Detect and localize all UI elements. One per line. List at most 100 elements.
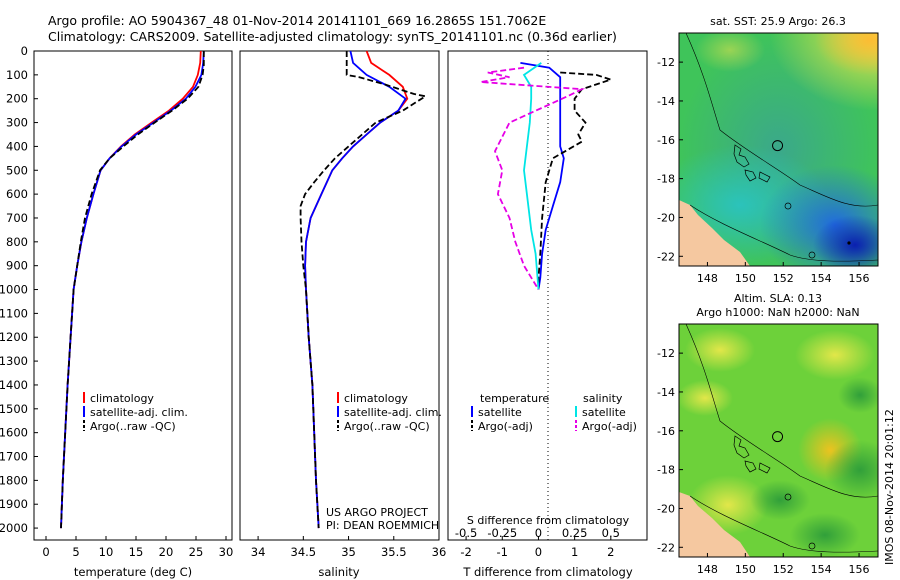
s-tick-label: 0.5 — [602, 526, 620, 540]
x-tick-label: 0 — [535, 545, 542, 559]
map-x-tick-label: 152 — [773, 563, 794, 576]
series-argo-raw-qc- — [299, 51, 428, 529]
y-tick-label: 100 — [6, 68, 28, 82]
map-y-tick-label: -16 — [657, 134, 675, 147]
map-x-tick-label: 150 — [735, 272, 756, 285]
x-tick-label: 20 — [159, 545, 174, 559]
x-tick-label: -1 — [497, 545, 508, 559]
temperature-axis-label: temperature (deg C) — [74, 565, 192, 579]
legend-satellite-adj: satellite-adj. clim. — [344, 406, 442, 419]
x-tick-label: 1 — [571, 545, 578, 559]
s-tick-label: 0 — [535, 526, 542, 540]
y-tick-label: 1400 — [0, 378, 28, 392]
header-line1: Argo profile: AO 5904367_48 01-Nov-2014 … — [48, 13, 546, 28]
x-tick-label: 35.5 — [381, 545, 407, 559]
x-tick-label: -2 — [460, 545, 471, 559]
map-y-tick-label: -18 — [657, 464, 675, 477]
sst-map: sat. SST: 25.9 Argo: 26.3 148 150 152 154 15… — [657, 15, 879, 285]
x-tick-label: 0 — [42, 545, 49, 559]
x-tick-label: 35 — [341, 545, 356, 559]
map-y-tick-label: -22 — [657, 250, 675, 263]
salinity-series — [299, 50, 428, 529]
map-y-tick-label: -18 — [657, 173, 675, 186]
temperature-series — [60, 50, 205, 529]
map-x-tick-label: 154 — [811, 563, 832, 576]
x-tick-label: 2 — [607, 545, 614, 559]
map-y-tick-label: -20 — [657, 211, 675, 224]
y-tick-label: 300 — [6, 116, 28, 130]
y-tick-label: 1100 — [0, 306, 28, 320]
sst-map-axes: 148 150 152 154 156 -12 -14 -16 -18 -20 -22 — [657, 56, 870, 285]
y-tick-label: 0 — [21, 44, 28, 58]
y-tick-label: 500 — [6, 163, 28, 177]
y-tick-label: 2000 — [0, 521, 28, 535]
argo-position-marker — [772, 431, 784, 443]
map-y-tick-label: -16 — [657, 425, 675, 438]
sla-map-subtitle: Argo h1000: NaN h2000: NaN — [696, 306, 859, 319]
legend-argo: Argo(..raw -QC) — [344, 420, 430, 433]
legend-t-satellite: satellite — [478, 406, 522, 419]
header-line2: Climatology: CARS2009. Satellite-adjuste… — [48, 29, 617, 44]
argo-position-marker — [772, 140, 784, 152]
legend-header-salinity: salinity — [583, 392, 623, 405]
map-y-tick-label: -12 — [657, 56, 675, 69]
legend-t-argo: Argo(-adj) — [478, 420, 533, 433]
series-argo-raw-qc- — [60, 51, 205, 529]
y-tick-label: 1700 — [0, 450, 28, 464]
salinity-legend: climatology satellite-adj. clim. Argo(..… — [337, 392, 442, 433]
sla-map-axes: 148 150 152 154 156 -12 -14 -16 -18 -20 -22 — [657, 347, 870, 576]
map-x-tick-label: 156 — [849, 272, 870, 285]
x-tick-label: 36 — [432, 545, 447, 559]
sla-map: Altim. SLA: 0.13 Argo h1000: NaN h2000: … — [657, 292, 879, 576]
y-tick-label: 1900 — [0, 497, 28, 511]
s-tick-label: -0.5 — [455, 526, 477, 540]
map-y-tick-label: -14 — [657, 386, 675, 399]
map-x-tick-label: 156 — [849, 563, 870, 576]
y-tick-label: 1000 — [0, 283, 28, 297]
y-tick-label: 1800 — [0, 473, 28, 487]
map-y-tick-label: -14 — [657, 95, 675, 108]
project-annotation: US ARGO PROJECT — [326, 506, 428, 519]
legend-s-argo: Argo(-adj) — [582, 420, 637, 433]
x-tick-label: 34.5 — [291, 545, 317, 559]
series-temperature-argo-adj- — [537, 71, 614, 290]
sst-map-title: sat. SST: 25.9 Argo: 26.3 — [710, 15, 846, 28]
x-tick-label: 34 — [251, 545, 266, 559]
legend-argo: Argo(..raw -QC) — [90, 420, 176, 433]
y-tick-label: 1500 — [0, 402, 28, 416]
legend-satellite-adj: satellite-adj. clim. — [90, 406, 188, 419]
temperature-legend: climatology satellite-adj. clim. Argo(..… — [83, 392, 188, 433]
temperature-axis: 0 5 10 15 20 25 30 — [42, 536, 233, 559]
map-y-tick-label: -12 — [657, 347, 675, 360]
salinity-axis: 34 34.5 35 35.5 36 — [251, 536, 447, 559]
series-satellite-adj-clim- — [304, 50, 407, 529]
y-tick-label: 900 — [6, 259, 28, 273]
difference-legend: temperature salinity satellite Argo(-adj… — [471, 392, 637, 433]
temperature-panel: 0100200300400500600700800900100011001200… — [0, 44, 233, 579]
salinity-panel: 34 34.5 35 35.5 36 salinity climatology sate… — [239, 50, 447, 579]
y-tick-label: 400 — [6, 139, 28, 153]
map-x-tick-label: 150 — [735, 563, 756, 576]
y-tick-label: 1600 — [0, 426, 28, 440]
timestamp: IMOS 08-Nov-2014 20:01:12 — [883, 409, 896, 565]
salinity-axis-label: salinity — [318, 565, 359, 579]
legend-header-temperature: temperature — [480, 392, 549, 405]
s-difference-label: S difference from climatology — [467, 514, 630, 527]
map-y-tick-label: -20 — [657, 502, 675, 515]
t-difference-axis: -2 -1 0 1 2 — [460, 536, 614, 559]
y-tick-label: 200 — [6, 92, 28, 106]
x-tick-label: 15 — [129, 545, 144, 559]
x-tick-label: 25 — [189, 545, 204, 559]
legend-climatology: climatology — [344, 392, 408, 405]
map-y-tick-label: -22 — [657, 541, 675, 554]
y-tick-label: 600 — [6, 187, 28, 201]
series-salinity-argo-adj- — [480, 66, 586, 290]
pi-annotation: PI: DEAN ROEMMICH — [326, 519, 439, 532]
sla-map-title: Altim. SLA: 0.13 — [734, 292, 822, 305]
y-tick-label: 800 — [6, 235, 28, 249]
difference-panel: -2 -1 0 1 2 -0.5 -0.25 0 0.25 0.5 S difference f… — [447, 50, 648, 579]
legend-s-satellite: satellite — [582, 406, 626, 419]
depth-axis: 0 100 200 300 400 500 600 700 800 900 1000 1100 1200… — [0, 44, 38, 535]
y-tick-label: 700 — [6, 211, 28, 225]
